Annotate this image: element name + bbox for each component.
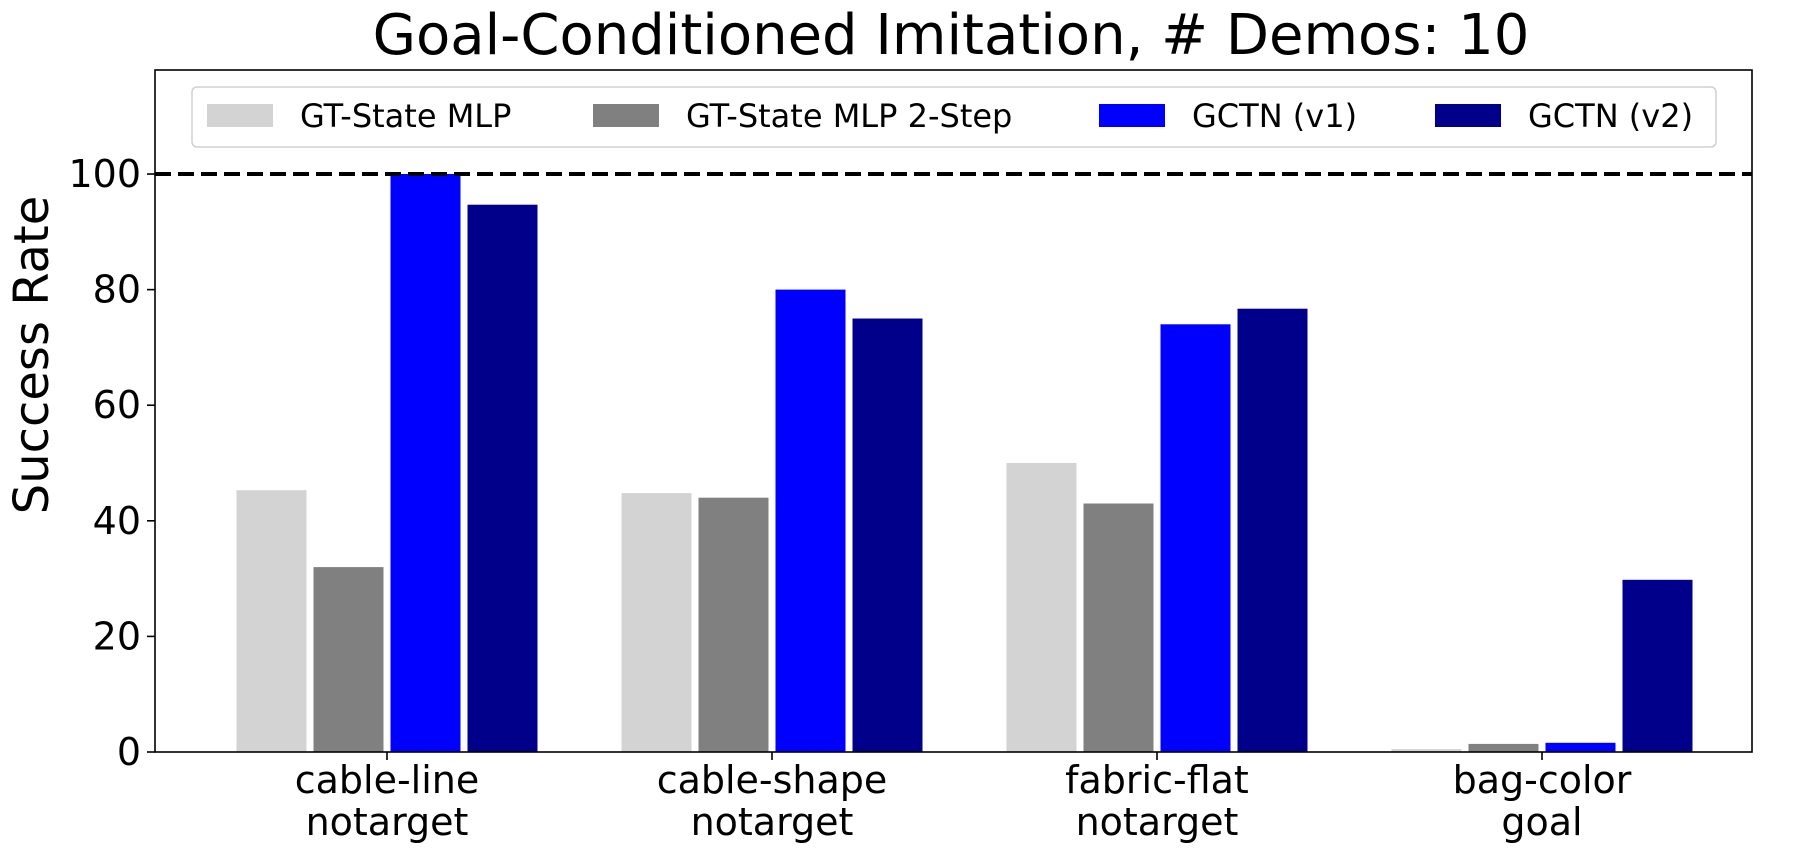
y-tick-label: 100 (68, 152, 141, 196)
legend-swatch (207, 104, 273, 127)
legend-swatch (1099, 104, 1165, 127)
bar (1468, 743, 1539, 752)
legend-box (191, 86, 1717, 148)
legend: GT-State MLP GT-State MLP 2-Step GCTN (v1)… (191, 86, 1717, 148)
bar (852, 318, 923, 752)
x-tick-label: cable-shape notarget (657, 758, 888, 844)
bar (467, 204, 538, 752)
bar (1160, 324, 1231, 752)
bar (1622, 579, 1693, 752)
y-tick-label: 0 (117, 730, 141, 774)
bar (313, 567, 384, 752)
y-tick-label: 60 (93, 383, 141, 427)
y-axis-label: Success Rate (4, 196, 60, 515)
bar (1006, 463, 1077, 752)
legend-swatch (593, 104, 659, 127)
bar (775, 289, 846, 752)
legend-label: GCTN (v1) (1192, 97, 1357, 135)
legend-label: GT-State MLP 2-Step (686, 97, 1012, 135)
plot-frame (154, 69, 1753, 753)
legend-label: GT-State MLP (300, 97, 511, 135)
bar (390, 174, 461, 752)
legend-swatch (1435, 104, 1501, 127)
x-tick-label: cable-line notarget (295, 758, 480, 844)
bar (1237, 308, 1308, 752)
bar (621, 493, 692, 752)
bar (698, 497, 769, 752)
bar (1545, 742, 1616, 752)
x-tick-label: fabric-flat notarget (1065, 758, 1249, 844)
x-tick-label: bag-color goal (1453, 758, 1632, 844)
y-tick-label: 40 (93, 499, 141, 543)
chart-title: Goal-Conditioned Imitation, # Demos: 10 (373, 3, 1530, 68)
legend-label: GCTN (v2) (1528, 97, 1693, 135)
y-tick-label: 20 (93, 614, 141, 658)
bar (1083, 503, 1154, 752)
bar (1391, 749, 1462, 752)
bars-group (236, 174, 1693, 752)
axes-group: 0 20 40 60 80 100 cable-line notarget cable-shap… (68, 69, 1753, 844)
bar (236, 490, 307, 752)
y-tick-label: 80 (93, 268, 141, 312)
